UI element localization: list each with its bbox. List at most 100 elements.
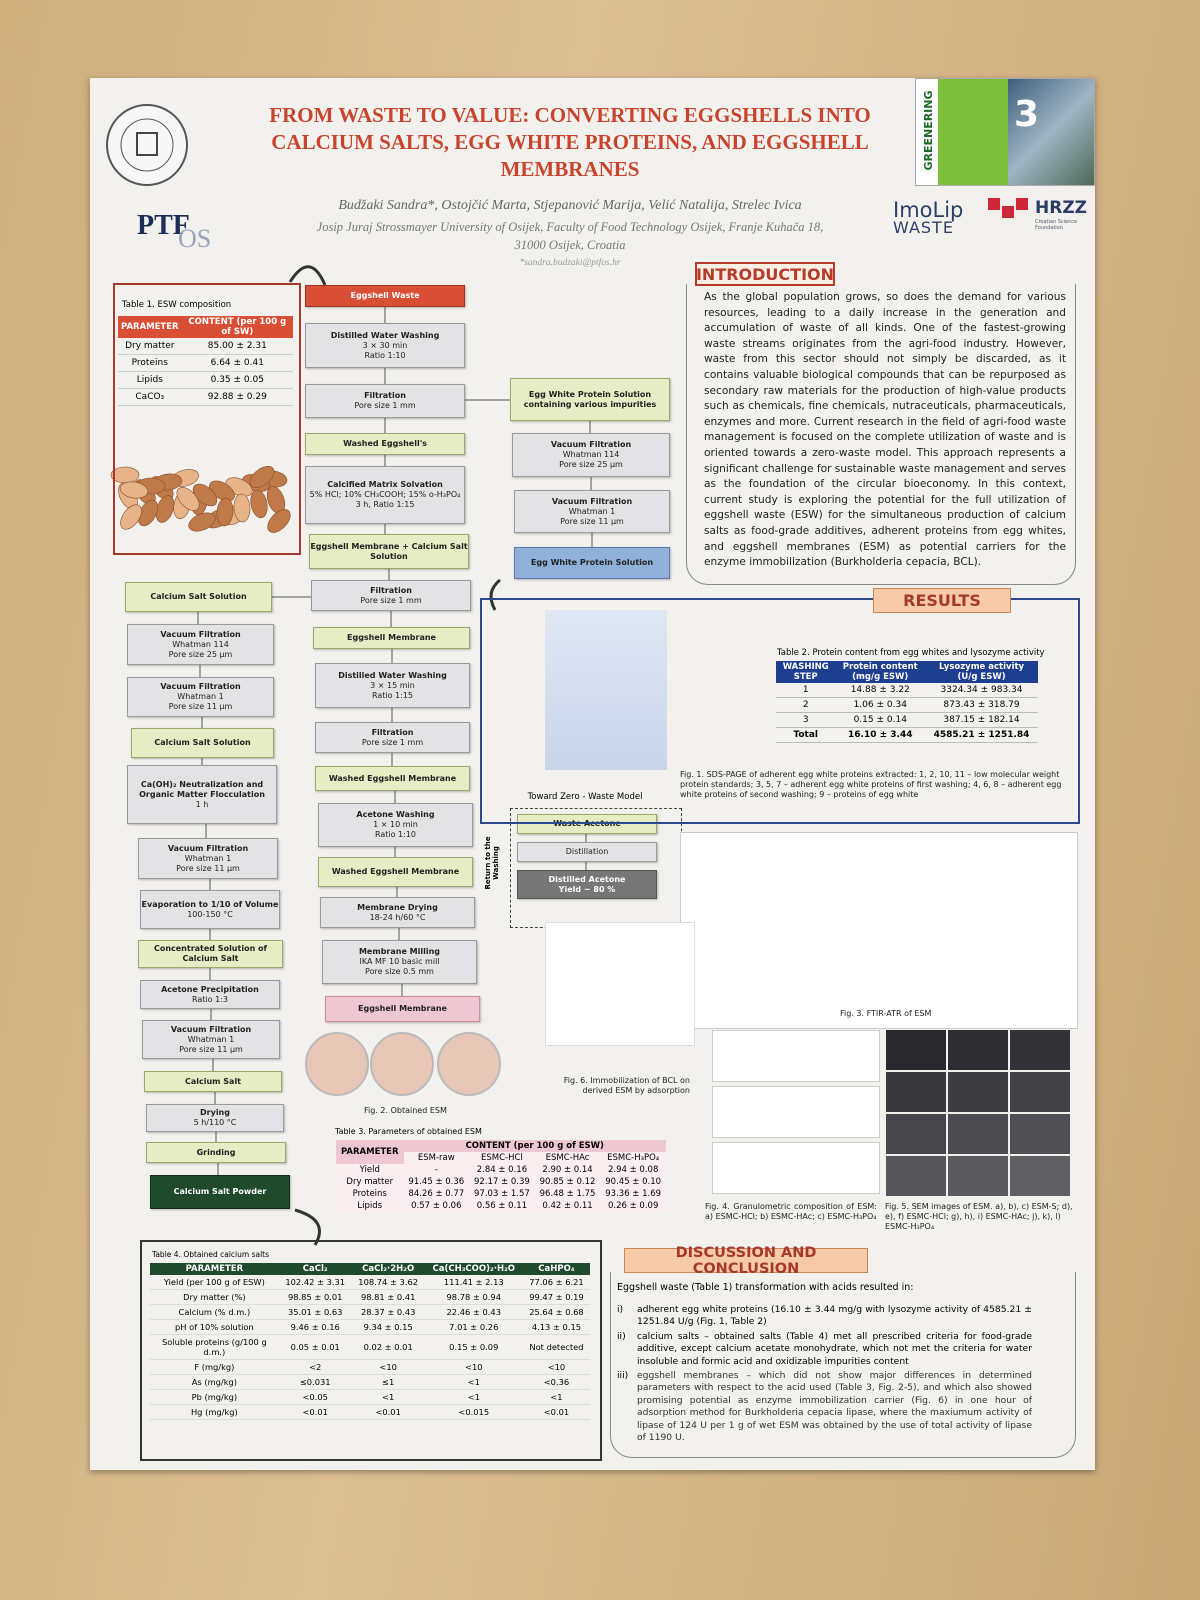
table3-cell: Yield xyxy=(359,1165,380,1175)
table1-cell: Proteins xyxy=(131,358,168,368)
table4-cell: <0.01 xyxy=(302,1407,328,1417)
table4-cell: 77.06 ± 6.21 xyxy=(529,1277,584,1287)
flow-step-text: Filtration xyxy=(364,391,406,400)
flow-step: Calcium Salt Solution xyxy=(131,728,274,758)
table3-cell: 0.57 ± 0.06 xyxy=(411,1201,462,1211)
table3-cell: 2.90 ± 0.14 xyxy=(542,1165,593,1175)
zero-waste-title: Toward Zero - Waste Model xyxy=(527,792,643,802)
table1: PARAMETER CONTENT (per 100 g of SW) Dry ma… xyxy=(118,316,293,406)
table4-header-cell: CaHPO₄ xyxy=(538,1264,575,1274)
table3-row: Lipids 0.57 ± 0.06 0.56 ± 0.11 0.42 ± 0.11 0… xyxy=(336,1200,666,1212)
flow-step: Vacuum Filtration Whatman 114 Pore size 25… xyxy=(127,624,274,665)
discussion-item: iii) eggshell membranes – which did not s… xyxy=(617,1370,1032,1444)
table4-row: As (mg/kg) ≤0.031 ≤1 <1 <0.36 xyxy=(150,1375,590,1390)
fig3-caption: Fig. 3. FTIR-ATR of ESM xyxy=(840,1009,932,1018)
table4: PARAMETER CaCl₂ CaCl₂·2H₂O Ca(CH₃COO)₂·H₂O C… xyxy=(150,1263,590,1420)
table4-cell: 98.78 ± 0.94 xyxy=(446,1292,501,1302)
flow-step-text: Ratio 1:3 xyxy=(192,994,228,1004)
table4-cell: <0.01 xyxy=(543,1407,570,1417)
table4-cell: <10 xyxy=(547,1362,566,1372)
zero-waste-step: Distilled Acetone Yield ~ 80 % xyxy=(517,870,657,899)
flow-step: Eggshell Waste xyxy=(305,285,465,307)
flow-step-text: 3 h, Ratio 1:15 xyxy=(355,500,415,509)
logo-os: OS xyxy=(178,224,212,253)
flow-step: Filtration Pore size 1 mm xyxy=(315,722,470,753)
table3-header-cell: CONTENT (per 100 g of ESW) xyxy=(465,1141,604,1151)
flow-step-text: Vacuum Filtration xyxy=(160,629,241,639)
table3-header: PARAMETER CONTENT (per 100 g of ESW) xyxy=(336,1140,666,1157)
flow-step-text: Distilled Water Washing xyxy=(338,670,447,680)
table4-cell: Calcium (% d.m.) xyxy=(178,1307,251,1317)
table4-cell: 98.81 ± 0.41 xyxy=(360,1292,416,1302)
table3: PARAMETER CONTENT (per 100 g of ESW) ESM-r… xyxy=(336,1140,666,1212)
table4-cell: Pb (mg/kg) xyxy=(191,1392,238,1402)
flow-step: Ca(OH)₂ Neutralization and Organic Matte… xyxy=(127,765,277,824)
table2-row: 3 0.15 ± 0.14 387.15 ± 182.14 xyxy=(776,713,1038,728)
table4-cell: Soluble proteins (g/100 g d.m.) xyxy=(162,1337,267,1357)
cover-green xyxy=(938,79,1008,185)
table3-cell: 90.45 ± 0.10 xyxy=(605,1177,662,1187)
fig2-caption: Fig. 2. Obtained ESM xyxy=(364,1106,447,1115)
flow-step: Vacuum Filtration Whatman 1 Pore size 11 µ… xyxy=(138,838,278,879)
flow-step: Filtration Pore size 1 mm xyxy=(305,384,465,418)
flow-step: Eggshell Membrane xyxy=(313,627,470,649)
logo-waste: WASTE xyxy=(893,218,954,237)
table4-cell: pH of 10% solution xyxy=(175,1322,254,1332)
table1-caption: Table 1. ESW composition xyxy=(122,300,232,310)
flow-step-text: Membrane Drying xyxy=(357,902,438,912)
flow-step-text: 3 × 30 min xyxy=(362,340,408,350)
flow-step-text: Whatman 114 xyxy=(562,450,620,459)
table4-header-cell: CaCl₂·2H₂O xyxy=(362,1264,415,1274)
table1-header-cell: PARAMETER xyxy=(121,322,179,332)
flow-step-text: Vacuum Filtration xyxy=(167,843,249,853)
flow-step-text: Whatman 1 xyxy=(184,853,232,863)
table2-cell: 16.10 ± 3.44 xyxy=(848,730,913,740)
table4-cell: <1 xyxy=(467,1377,480,1387)
flow-step-text: Eggshell Membrane xyxy=(358,1004,447,1013)
flow-step-text: Eggshell Waste xyxy=(350,291,420,300)
table4-cell: 108.74 ± 3.62 xyxy=(358,1277,419,1287)
flow-step-text: Pore size 25 µm xyxy=(559,460,623,469)
table4-cell: <0.01 xyxy=(375,1407,401,1417)
introduction-box xyxy=(686,284,1076,585)
table2-row: 1 14.88 ± 3.22 3324.34 ± 983.34 xyxy=(776,683,1038,698)
table2-cell: 3324.34 ± 983.34 xyxy=(940,685,1023,695)
table3-cell: - xyxy=(434,1165,438,1175)
table3-cell: 92.17 ± 0.39 xyxy=(474,1177,530,1187)
table1-cell: 92.88 ± 0.29 xyxy=(207,392,267,402)
flow-step: Acetone Washing 1 × 10 min Ratio 1:10 xyxy=(318,803,473,847)
flow-step: Grinding xyxy=(146,1142,286,1163)
table4-cell: <0.015 xyxy=(458,1407,490,1417)
flow-step-text: Calcium Salt Solution xyxy=(154,738,251,747)
flow-step-text: Evaporation to 1/10 of Volume xyxy=(141,899,279,909)
table4-header-cell: PARAMETER xyxy=(185,1264,244,1274)
flow-step: Egg White Protein Solution xyxy=(514,547,670,579)
zero-waste-step: Distillation xyxy=(517,842,657,862)
discussion-item-number: iii) xyxy=(617,1370,629,1382)
fig4-caption: Fig. 4. Granulometric composition of ESM… xyxy=(705,1202,877,1221)
flow-step-text: Vacuum Filtration xyxy=(170,1024,252,1034)
flow-step: Vacuum Filtration Whatman 1 Pore size 11 µ… xyxy=(127,677,274,717)
table4-header-cell: CaCl₂ xyxy=(302,1264,328,1274)
flow-step-text: Vacuum Filtration xyxy=(550,440,632,449)
flow-step-text: Distilled Water Washing xyxy=(330,330,440,340)
flow-step-text: 1 h xyxy=(195,799,209,809)
table4-cell: 25.64 ± 0.68 xyxy=(529,1307,584,1317)
table1-cell: 85.00 ± 2.31 xyxy=(207,341,267,351)
table3-cell: 0.26 ± 0.09 xyxy=(607,1201,659,1211)
table4-cell: <2 xyxy=(309,1362,322,1372)
flow-step-text: 1 × 10 min xyxy=(373,820,418,829)
flow-step: Calcium Salt Solution xyxy=(125,582,272,612)
discussion-intro: Eggshell waste (Table 1) transformation … xyxy=(617,1282,914,1293)
table4-cell: <0.05 xyxy=(302,1392,328,1402)
table3-subheader-cell: ESMC-HCl xyxy=(481,1153,523,1163)
table1-header: PARAMETER CONTENT (per 100 g of SW) xyxy=(118,316,293,338)
table3-row: Proteins 84.26 ± 0.77 97.03 ± 1.57 96.48 ± … xyxy=(336,1188,666,1200)
table4-header-cell: Ca(CH₃COO)₂·H₂O xyxy=(432,1264,516,1274)
table4-cell: 9.46 ± 0.16 xyxy=(290,1322,340,1332)
table4-cell: F (mg/kg) xyxy=(194,1362,235,1372)
flow-step-text: 5 h/110 °C xyxy=(193,1118,237,1127)
table1-frame xyxy=(113,283,301,555)
gel xyxy=(545,610,667,770)
introduction-text: As the global population grows, so does … xyxy=(704,291,1066,569)
